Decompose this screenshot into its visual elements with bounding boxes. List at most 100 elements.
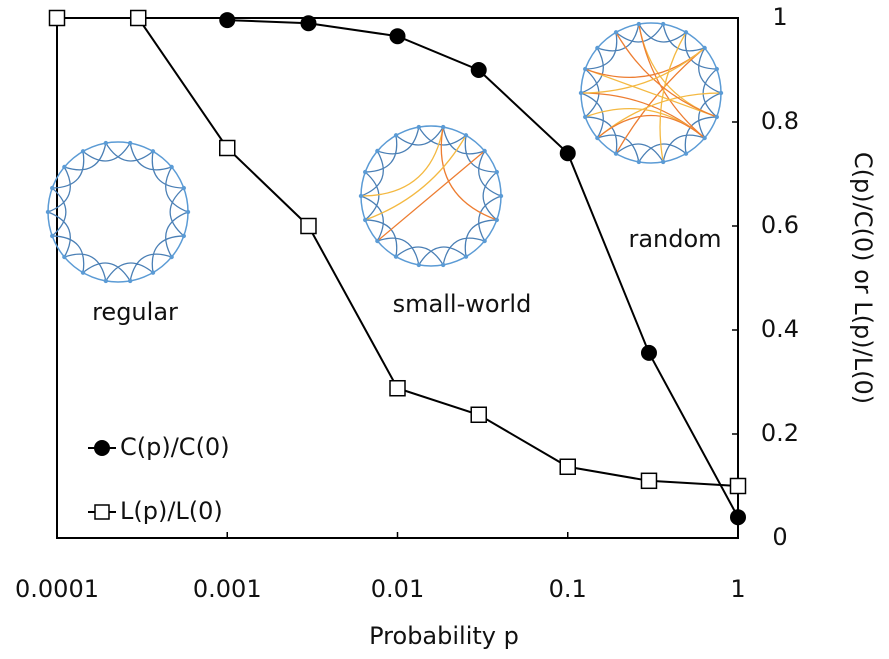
icon-shortcut	[360, 126, 444, 197]
data-point	[129, 9, 147, 27]
y-tick-label: 0.4	[761, 315, 799, 343]
x-tick-label: 0.001	[193, 575, 262, 603]
icon-shortcut	[364, 135, 467, 221]
data-point	[470, 62, 487, 78]
data-point	[730, 509, 746, 526]
icon-node	[440, 124, 446, 130]
icon-shortcut	[596, 114, 706, 139]
annotation: small-world	[393, 290, 532, 318]
icon-node	[127, 140, 133, 146]
icon-node	[636, 21, 642, 27]
legend-marker	[94, 504, 110, 520]
icon-node	[62, 254, 67, 260]
x-tick-label: 1	[730, 575, 745, 603]
icon-node	[683, 151, 689, 156]
icon-node	[660, 21, 666, 27]
annotation: random	[628, 225, 721, 253]
icon-node	[416, 124, 422, 130]
icon-node	[463, 133, 469, 138]
x-axis-label: Probability p	[369, 622, 519, 650]
icon-node	[636, 159, 642, 165]
icon-node	[613, 151, 619, 156]
icon-node	[127, 278, 133, 284]
y-tick-label: 1	[772, 3, 787, 31]
network-icons	[45, 21, 724, 284]
icon-node	[50, 185, 55, 191]
icon-node	[80, 149, 86, 154]
data-point	[640, 472, 658, 490]
icon-node	[45, 209, 51, 215]
icon-node	[103, 140, 109, 146]
icon-node	[494, 169, 499, 175]
x-tick-label: 0.01	[371, 575, 424, 603]
icon-node	[363, 169, 368, 175]
icon-node	[595, 45, 600, 51]
icon-node	[613, 30, 619, 35]
icon-shortcut	[376, 150, 486, 242]
icon-node	[393, 133, 399, 138]
icon-node	[375, 148, 380, 154]
icon-node	[583, 66, 588, 72]
x-tick-label: 0.1	[549, 575, 587, 603]
icon-node	[375, 238, 380, 244]
icon-node	[714, 114, 719, 120]
icon-node	[494, 217, 499, 223]
legend-marker	[94, 440, 110, 456]
icon-node	[583, 114, 588, 120]
y-tick-label: 0.2	[761, 419, 799, 447]
icon-node	[482, 148, 487, 154]
icon-node	[702, 45, 707, 51]
y-axis-label: C(p)/C(0) or L(p)/L(0)	[849, 152, 877, 404]
icon-node	[714, 66, 719, 72]
icon-node	[595, 135, 600, 141]
icon-node	[440, 262, 446, 268]
icon-node	[169, 254, 174, 260]
icon-node	[363, 217, 368, 223]
icon-node	[482, 238, 487, 244]
icon-ring	[47, 141, 189, 283]
icon-node	[416, 262, 422, 268]
data-point	[640, 344, 657, 361]
data-point	[300, 217, 317, 235]
icon-node	[80, 270, 86, 275]
icon-node	[185, 209, 191, 215]
icon-node	[578, 90, 584, 96]
data-point	[48, 9, 66, 27]
icon-node	[181, 233, 186, 239]
icon-node	[62, 164, 67, 170]
legend-label: L(p)/L(0)	[120, 497, 223, 525]
icon-node	[150, 270, 156, 275]
icon-shortcut	[615, 47, 706, 154]
icon-node	[103, 278, 109, 284]
annotation: regular	[92, 298, 178, 326]
icon-node	[169, 164, 174, 170]
icon-shortcut	[440, 126, 498, 221]
data-point	[219, 12, 236, 29]
data-point	[729, 477, 747, 495]
data-point	[389, 379, 406, 397]
icon-links	[47, 142, 189, 282]
x-tick-label: 0.0001	[15, 575, 99, 603]
y-tick-label: 0.8	[761, 107, 799, 135]
icon-node	[718, 90, 724, 96]
icon-shortcut	[580, 47, 706, 94]
icon-node	[683, 30, 689, 35]
icon-node	[50, 233, 55, 239]
data-point	[219, 139, 236, 157]
icon-node	[660, 159, 666, 165]
icon-shortcut	[615, 32, 718, 118]
data-point	[300, 15, 317, 32]
icon-shortcut	[659, 32, 687, 163]
data-point	[559, 145, 576, 162]
series-line	[227, 19, 739, 518]
icon-node	[463, 254, 469, 259]
legend-label: C(p)/C(0)	[120, 433, 230, 461]
icon-node	[393, 254, 399, 259]
icon-node	[358, 193, 364, 199]
icon-node	[702, 135, 707, 141]
icon-node	[150, 149, 156, 154]
data-point	[559, 458, 576, 476]
icon-node	[181, 185, 186, 191]
y-tick-label: 0.6	[761, 211, 799, 239]
